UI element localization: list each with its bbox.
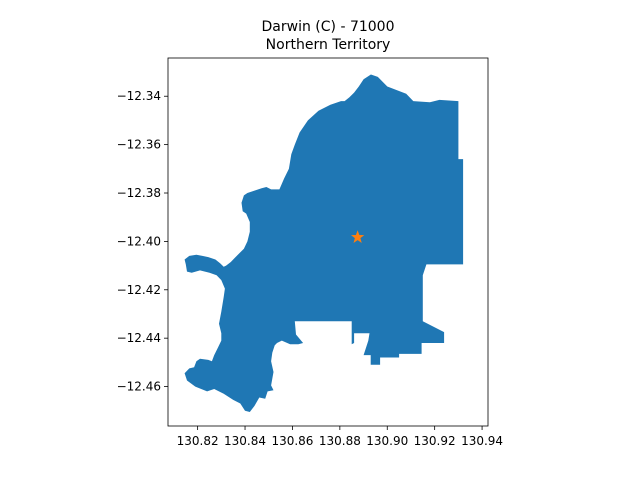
- x-tick-label: 130.92: [414, 434, 456, 448]
- y-tick-label: −12.38: [117, 186, 161, 200]
- x-tick-label: 130.82: [177, 434, 219, 448]
- axes-frame: [167, 57, 489, 427]
- y-axis: −12.46 −12.44 −12.42 −12.40 −12.38 −12.36 −12.…: [117, 89, 168, 394]
- map-title-line-1: Darwin (C) - 71000: [262, 19, 395, 35]
- x-tick-label: 130.86: [271, 434, 313, 448]
- x-tick-label: 130.84: [224, 434, 266, 448]
- x-tick-label: 130.88: [319, 434, 361, 448]
- x-tick-label: 130.90: [366, 434, 408, 448]
- y-tick-label: −12.34: [117, 89, 161, 103]
- map-title-line-2: Northern Territory: [266, 37, 391, 53]
- y-tick-label: −12.42: [117, 283, 161, 297]
- y-tick-label: −12.46: [117, 380, 161, 394]
- x-axis: 130.82 130.84 130.86 130.88 130.90 130.92 130.…: [177, 426, 503, 448]
- y-tick-label: −12.36: [117, 138, 161, 152]
- y-tick-label: −12.40: [117, 234, 161, 248]
- centroid-star-marker: [350, 230, 365, 243]
- y-tick-label: −12.44: [117, 331, 161, 345]
- plot-area: [184, 74, 464, 412]
- x-tick-label: 130.94: [461, 434, 503, 448]
- darwin-region-polygon: [184, 74, 464, 412]
